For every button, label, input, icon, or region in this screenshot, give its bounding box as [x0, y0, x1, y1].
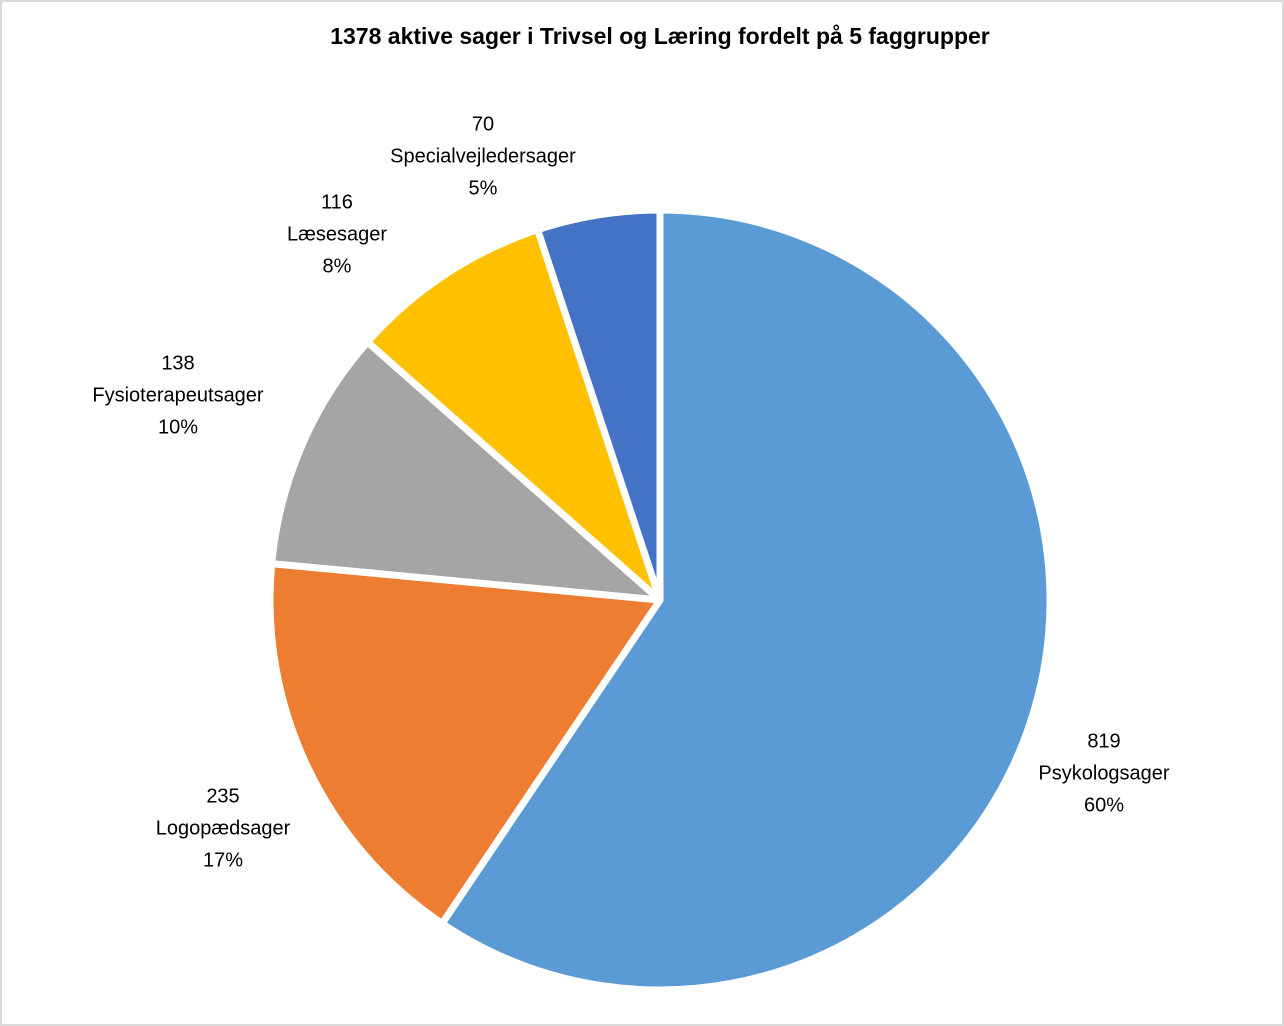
category-label: Læsesager [287, 223, 387, 245]
value-label: 819 [1087, 730, 1120, 752]
category-label: Fysioterapeutsager [92, 384, 264, 406]
percentage-label: 10% [158, 416, 198, 438]
percentage-label: 5% [469, 177, 498, 199]
value-label: 70 [472, 113, 494, 135]
category-label: Logopædsager [156, 817, 291, 839]
percentage-label: 8% [323, 255, 352, 277]
pie-slice [363, 226, 664, 604]
value-label: 138 [161, 352, 194, 374]
value-label: 116 [321, 191, 353, 213]
percentage-label: 60% [1084, 794, 1124, 816]
chart-title: 1378 aktive sager i Trivsel og Læring fo… [330, 23, 990, 49]
pie-slice [268, 338, 664, 604]
pie-slice [438, 206, 1054, 994]
percentage-label: 17% [203, 849, 243, 871]
value-label: 235 [206, 785, 239, 807]
pie-slice [534, 206, 664, 604]
category-label: Psykologsager [1038, 762, 1170, 784]
pie-slice [266, 560, 664, 927]
category-label: Specialvejledersager [390, 145, 576, 167]
